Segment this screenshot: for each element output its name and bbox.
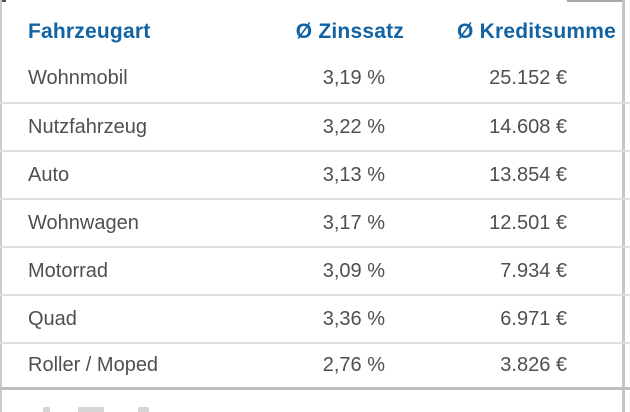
credit-sum-cell: 6.971 € <box>500 307 567 330</box>
table-row: Auto 3,13 % 13.854 € <box>0 150 630 198</box>
interest-rate-cell: 3,13 % <box>322 163 385 186</box>
column-header-zinssatz: Ø Zinssatz <box>295 19 404 43</box>
credit-sum-cell: 13.854 € <box>489 163 567 186</box>
crop-border-top-right <box>567 0 625 2</box>
clipped-footnote <box>0 402 630 412</box>
table-header-row: Fahrzeugart Ø Zinssatz Ø Kreditsumme <box>0 9 630 54</box>
vehicle-type-cell: Wohnmobil <box>28 66 128 89</box>
vehicle-type-cell: Quad <box>28 307 77 330</box>
crop-border-left <box>0 0 2 412</box>
clipped-footnote-fragment <box>43 407 50 412</box>
interest-rate-cell: 3,22 % <box>322 115 385 138</box>
table-body: Wohnmobil 3,19 % 25.152 € Nutzfahrzeug 3… <box>0 54 630 390</box>
vehicle-type-cell: Nutzfahrzeug <box>28 115 147 138</box>
credit-sum-cell: 25.152 € <box>489 66 567 89</box>
crop-border-top-left <box>0 0 6 2</box>
credit-sum-cell: 3.826 € <box>500 354 567 376</box>
table-row: Quad 3,36 % 6.971 € <box>0 294 630 342</box>
clipped-footnote-fragment <box>78 407 104 412</box>
vehicle-type-cell: Motorrad <box>28 259 109 282</box>
column-header-kreditsumme: Ø Kreditsumme <box>457 19 616 43</box>
column-header-fahrzeugart: Fahrzeugart <box>28 19 151 43</box>
table-row: Motorrad 3,09 % 7.934 € <box>0 246 630 294</box>
credit-sum-cell: 12.501 € <box>489 211 567 234</box>
table-row: Wohnmobil 3,19 % 25.152 € <box>0 54 630 102</box>
interest-rate-cell: 3,19 % <box>322 66 385 89</box>
interest-rate-cell: 3,09 % <box>322 259 385 282</box>
table-row: Roller / Moped 2,76 % 3.826 € <box>0 342 630 390</box>
vehicle-type-cell: Auto <box>28 163 70 186</box>
table-row: Wohnwagen 3,17 % 12.501 € <box>0 198 630 246</box>
clipped-footnote-fragment <box>138 407 149 412</box>
crop-border-right <box>622 0 625 412</box>
table-row: Nutzfahrzeug 3,22 % 14.608 € <box>0 102 630 150</box>
vehicle-type-cell: Wohnwagen <box>28 211 139 234</box>
interest-rate-cell: 3,17 % <box>322 211 385 234</box>
vehicle-type-cell: Roller / Moped <box>28 354 159 376</box>
interest-rate-cell: 3,36 % <box>322 307 385 330</box>
interest-rate-cell: 2,76 % <box>322 354 385 376</box>
credit-sum-cell: 14.608 € <box>489 115 567 138</box>
credit-sum-cell: 7.934 € <box>500 259 567 282</box>
vehicle-credit-table: Fahrzeugart Ø Zinssatz Ø Kreditsumme Woh… <box>0 9 630 390</box>
